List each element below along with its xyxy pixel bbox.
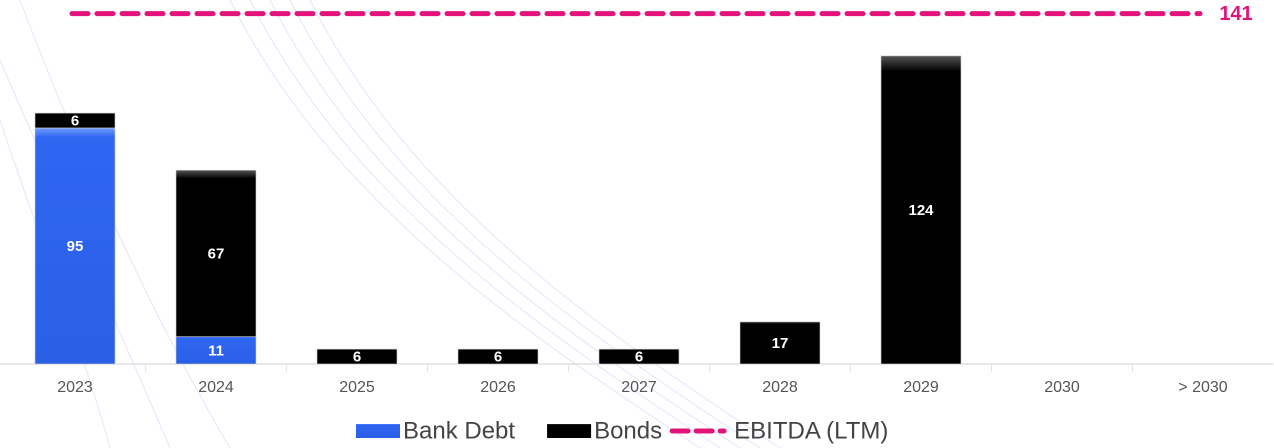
x-tick-label: 2023 [57,379,93,396]
bar-segment [34,112,116,129]
data-label: 17 [772,335,789,352]
x-tick-label: 2026 [480,379,516,396]
legend-swatch [356,424,400,438]
x-tick-label: 2030 [1044,379,1080,396]
bar-segment [598,348,680,365]
x-tick-label: 2025 [339,379,375,396]
data-label: 67 [208,245,225,262]
data-label: 6 [71,112,79,129]
legend-swatch [547,424,592,438]
x-tick-label: > 2030 [1178,379,1227,396]
x-tick-label: 2027 [621,379,657,396]
data-label: 6 [635,349,643,366]
x-tick-label: 2028 [762,379,798,396]
background-decoration [0,0,781,448]
x-tick-label: 2024 [198,379,234,396]
bar-segment [175,169,257,337]
bar-segment [457,348,539,365]
legend-label: EBITDA (LTM) [734,417,888,444]
bar-segment [316,348,398,365]
bar-segment [34,127,116,365]
data-label: 124 [908,202,934,219]
data-label: 6 [353,349,361,366]
reference-label: 141 [1219,3,1252,25]
bar-segment [880,55,962,365]
data-label: 11 [208,342,224,359]
data-label: 95 [67,238,84,255]
x-tick-label: 2029 [903,379,939,396]
legend-label: Bank Debt [403,417,515,444]
bar-segment [739,321,821,365]
legend-label: Bonds [594,417,662,444]
data-label: 6 [494,349,502,366]
